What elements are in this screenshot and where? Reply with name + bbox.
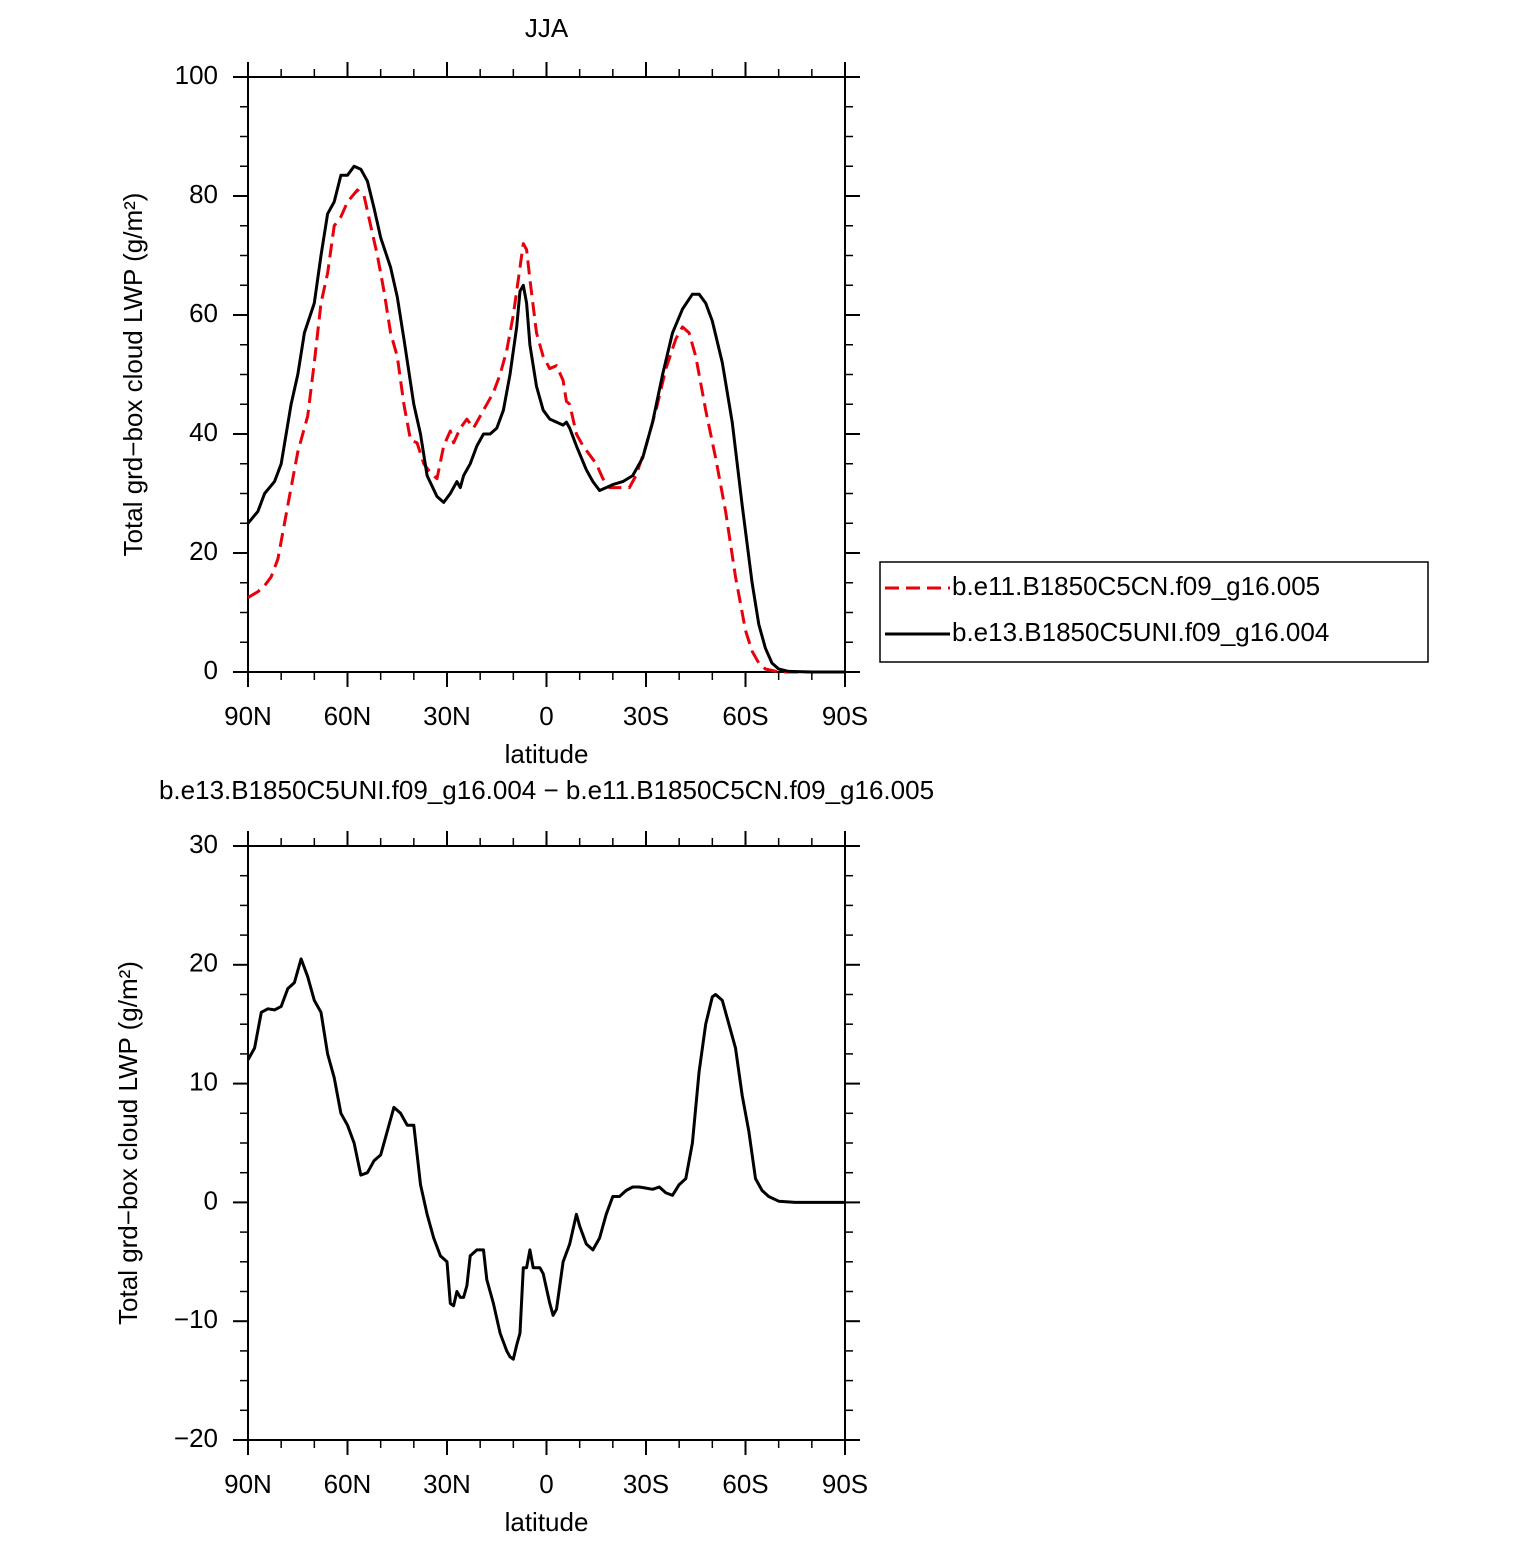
- x-axis-label: latitude: [505, 739, 589, 769]
- chart-title: b.e13.B1850C5UNI.f09_g16.004 − b.e11.B18…: [159, 775, 934, 805]
- x-tick-label: 30S: [623, 701, 669, 731]
- x-axis-label: latitude: [505, 1507, 589, 1537]
- chart-title: JJA: [525, 13, 569, 43]
- x-tick-label: 60S: [722, 701, 768, 731]
- y-tick-label: 40: [189, 417, 218, 447]
- y-tick-label: 80: [189, 179, 218, 209]
- x-tick-label: 30N: [423, 1469, 471, 1499]
- y-tick-label: −10: [174, 1304, 218, 1334]
- legend-box: [879, 561, 1429, 663]
- data-line: [246, 164, 845, 674]
- x-tick-label: 60S: [722, 1469, 768, 1499]
- x-tick-label: 60N: [324, 701, 372, 731]
- plot-frame: [247, 76, 846, 673]
- data-line: [246, 957, 845, 1361]
- x-tick-label: 30N: [423, 701, 471, 731]
- y-tick-label: 10: [189, 1066, 218, 1096]
- y-axis-label: Total grd−box cloud LWP (g/m²): [113, 961, 143, 1325]
- y-axis-label: Total grd−box cloud LWP (g/m²): [118, 193, 148, 557]
- x-tick-label: 90S: [822, 1469, 868, 1499]
- plot-frame: [247, 845, 846, 1441]
- y-tick-label: 20: [189, 948, 218, 978]
- y-tick-label: 0: [204, 1185, 218, 1215]
- x-tick-label: 0: [539, 701, 553, 731]
- y-tick-label: 60: [189, 298, 218, 328]
- y-tick-label: 100: [175, 60, 218, 90]
- x-tick-label: 30S: [623, 1469, 669, 1499]
- legend-label: b.e13.B1850C5UNI.f09_g16.004: [952, 617, 1329, 647]
- x-tick-label: 0: [539, 1469, 553, 1499]
- y-tick-label: −20: [174, 1423, 218, 1453]
- x-tick-label: 60N: [324, 1469, 372, 1499]
- x-tick-label: 90N: [224, 1469, 272, 1499]
- legend-label: b.e11.B1850C5CN.f09_g16.005: [952, 571, 1320, 601]
- x-tick-label: 90N: [224, 701, 272, 731]
- y-tick-label: 30: [189, 829, 218, 859]
- y-tick-label: 20: [189, 536, 218, 566]
- x-tick-label: 90S: [822, 701, 868, 731]
- y-tick-label: 0: [204, 655, 218, 685]
